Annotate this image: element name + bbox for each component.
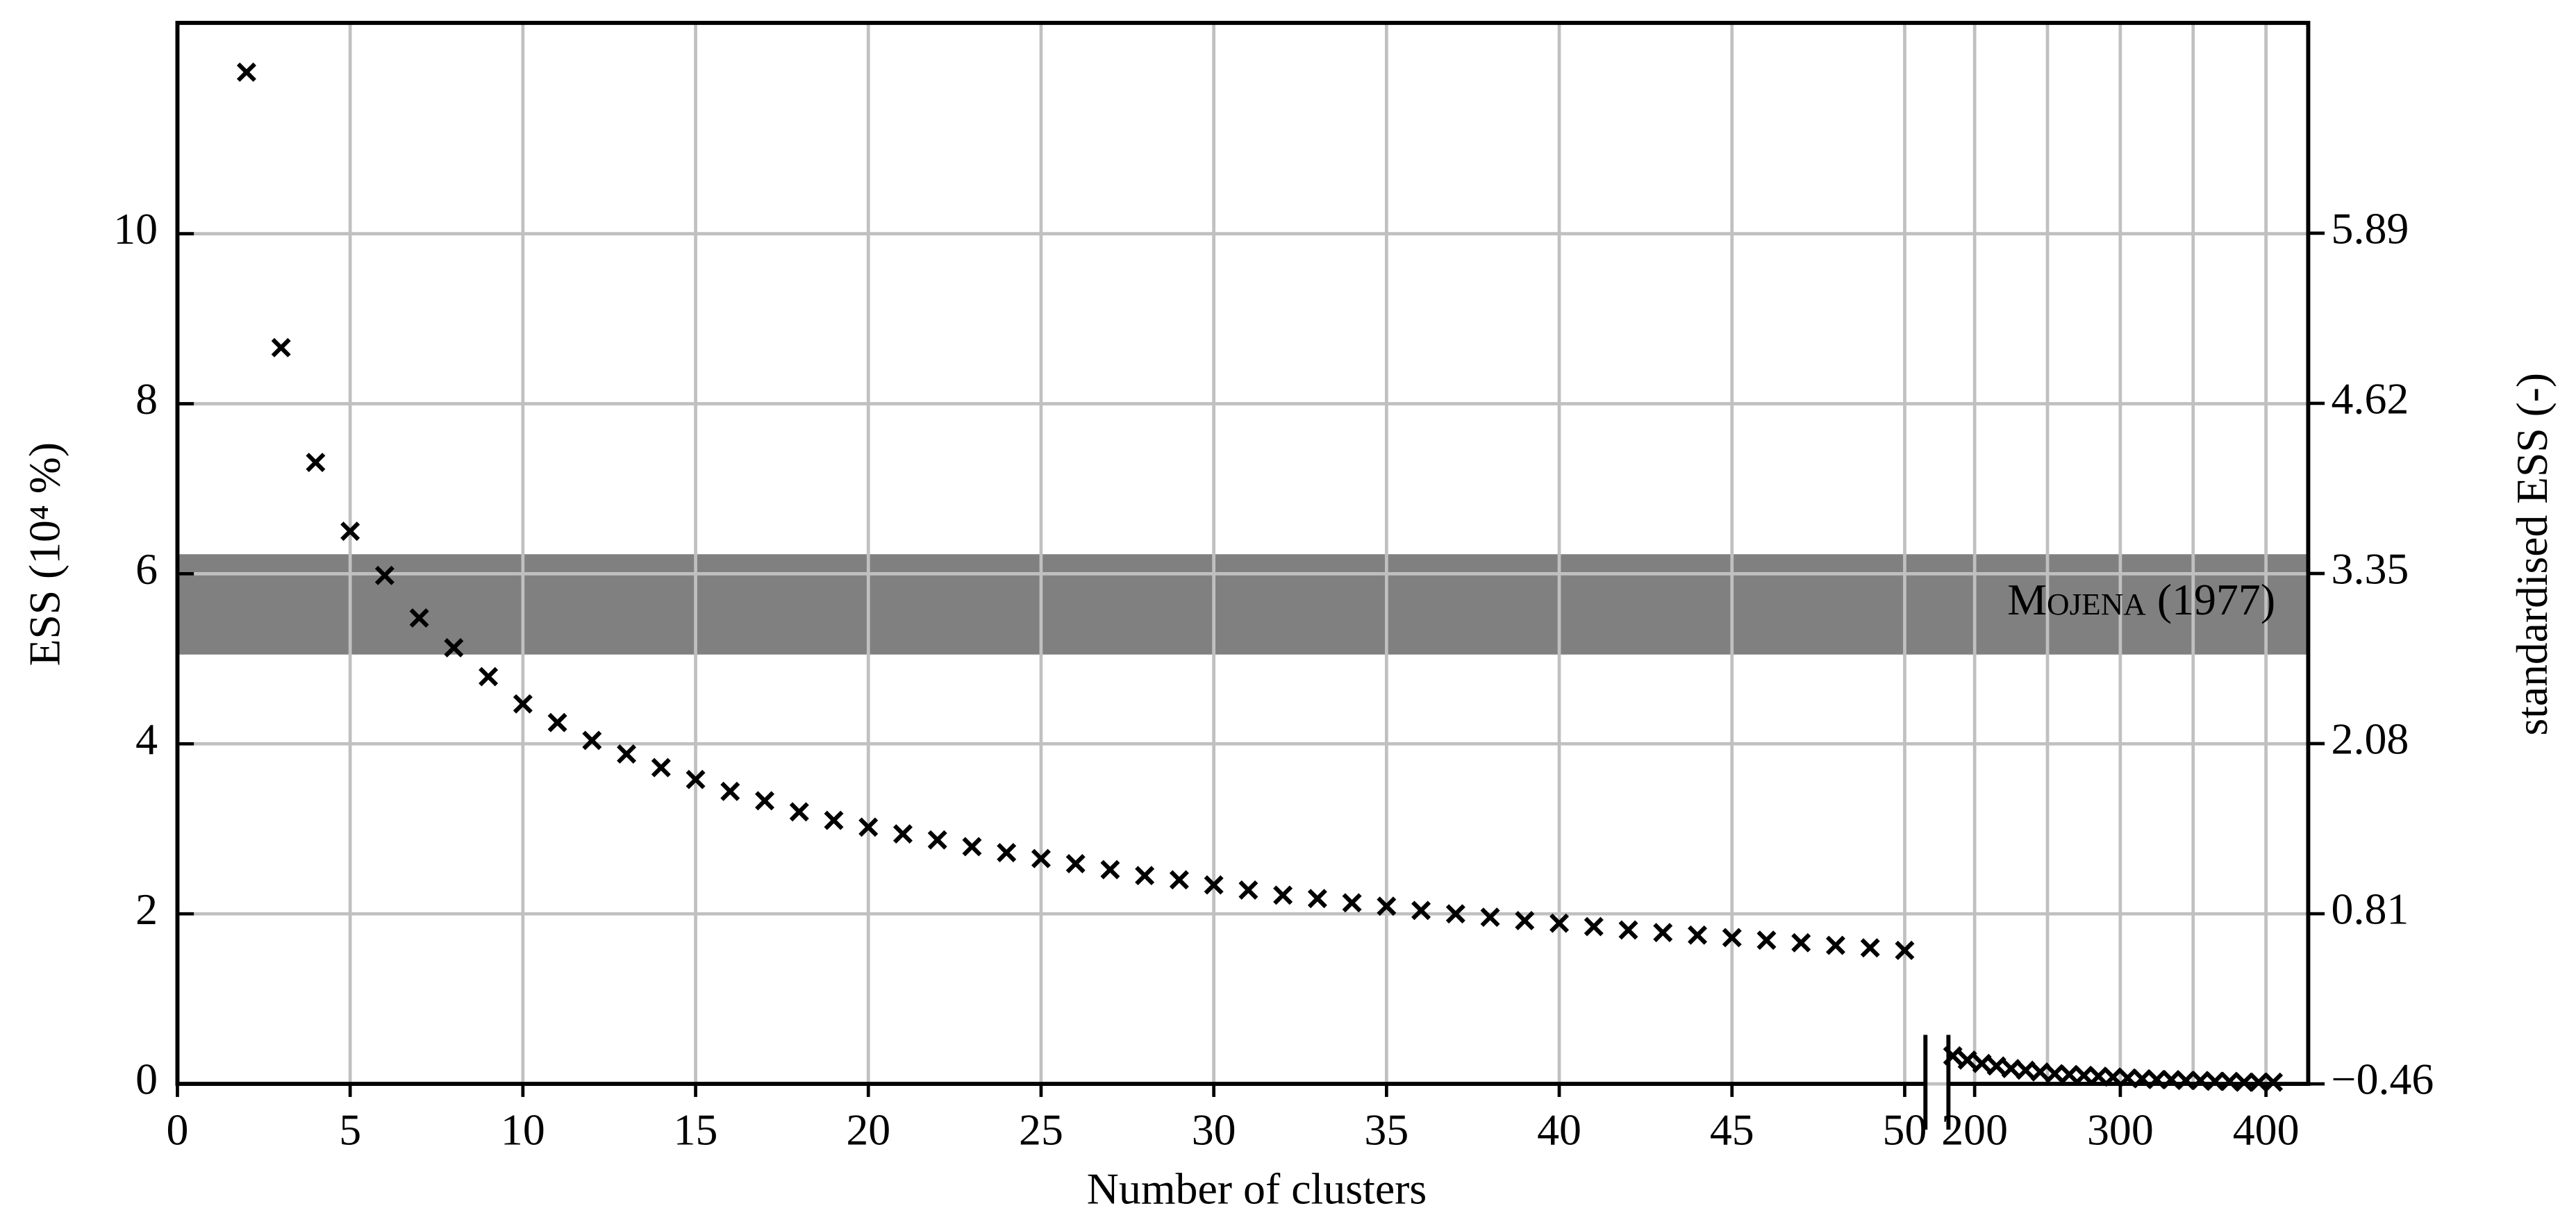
y2-tick-label: 2.08 [2332,714,2409,764]
y-axis-label: ESS (10⁴ %) [19,442,69,666]
point [892,824,913,844]
y2-tick-label: 4.62 [2332,374,2409,424]
axes-frame [175,21,2311,1087]
point [236,62,256,82]
point [997,843,1017,862]
x-tick-label: 400 [2233,1105,2300,1155]
point [1204,875,1224,895]
point [685,769,706,789]
band-label: Mojena (1977) [2007,575,2275,624]
point [1065,854,1086,873]
point [2249,1072,2269,1092]
point [1273,885,1293,905]
x-tick-label: 200 [1941,1105,2008,1155]
y-tick-label: 0 [135,1055,158,1104]
x-tick-label: 15 [674,1105,718,1155]
x-tick-label: 0 [167,1105,189,1155]
y2-tick-label: −0.46 [2332,1055,2434,1104]
point [340,521,360,542]
x-tick-label: 40 [1537,1105,1581,1155]
point [271,337,291,358]
point [1860,938,1880,958]
point [1031,848,1051,869]
point [1445,904,1465,924]
point [1100,860,1120,880]
x-tick-label: 35 [1364,1105,1409,1155]
point [720,781,740,801]
point [444,638,464,658]
point [513,694,533,714]
point [1342,893,1362,913]
point [2205,1071,2225,1091]
x-tick-label: 45 [1710,1105,1754,1155]
y2-tick-label: 0.81 [2332,885,2409,934]
point [582,730,602,751]
y-tick-label: 4 [135,714,158,764]
point [1943,1046,1963,1066]
point [1480,907,1500,928]
point [2176,1071,2196,1091]
point [2234,1072,2254,1092]
y-tick-label: 8 [135,374,158,424]
point [1169,870,1189,890]
point [1618,920,1638,940]
y-tick-label: 6 [135,544,158,594]
y2-axis-label: standardised ESS (-) [2507,373,2557,736]
point [306,453,326,472]
threshold-band [177,554,2309,655]
point [927,830,947,850]
point [1515,911,1535,930]
point [1722,928,1742,948]
x-tick-label: 20 [846,1105,890,1155]
point [1135,866,1155,886]
point [858,817,879,837]
y-tick-label: 2 [135,885,158,934]
x-tick-label: 30 [1192,1105,1236,1155]
y-tick-label: 10 [113,204,158,253]
point [962,837,982,857]
point [1307,889,1327,909]
y2-tick-label: 5.89 [2332,204,2409,253]
point [1895,940,1915,960]
point [479,667,499,687]
point [617,744,637,764]
point [1756,930,1777,951]
point [651,757,671,778]
point [1972,1053,1992,1073]
point [1238,880,1258,900]
point [1825,935,1845,955]
point [789,802,809,822]
point [1377,896,1397,916]
point [547,712,567,732]
point [1584,916,1604,937]
x-tick-label: 5 [339,1105,361,1155]
point [1653,923,1673,943]
point [1957,1050,1977,1070]
x-axis-label: Number of clusters [1087,1164,1427,1214]
x-tick-label: 25 [1019,1105,1063,1155]
y2-tick-label: 3.35 [2332,544,2409,594]
point [1688,925,1708,945]
point [374,565,394,585]
point [409,608,429,628]
point [1411,901,1431,921]
point [1791,932,1811,953]
point [2263,1072,2284,1092]
point [1986,1056,2006,1076]
point [1549,913,1570,933]
x-tick-label: 50 [1883,1105,1927,1155]
x-tick-label: 10 [501,1105,545,1155]
point [755,791,775,811]
point [824,810,844,830]
x-tick-label: 300 [2087,1105,2154,1155]
point [2147,1070,2167,1089]
